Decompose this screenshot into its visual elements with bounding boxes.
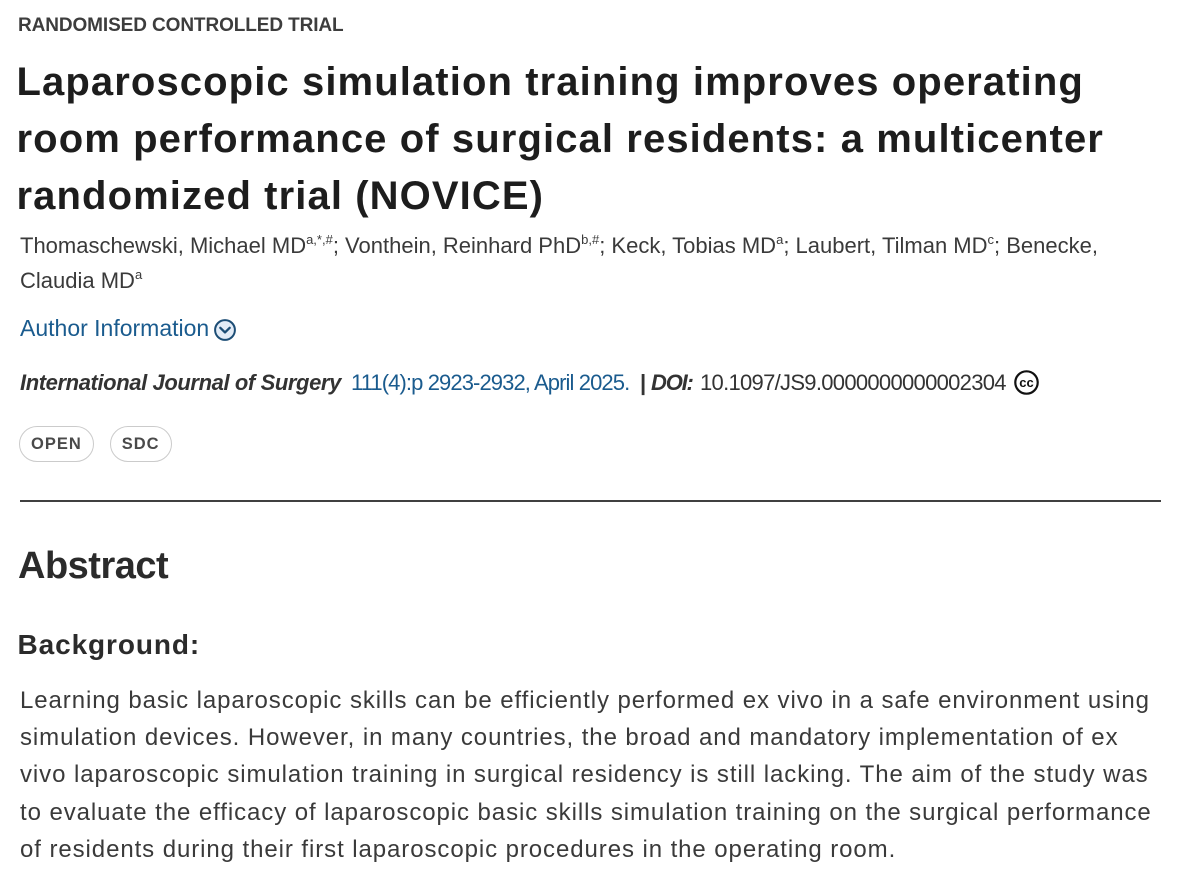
svg-text:cc: cc bbox=[1019, 375, 1033, 390]
